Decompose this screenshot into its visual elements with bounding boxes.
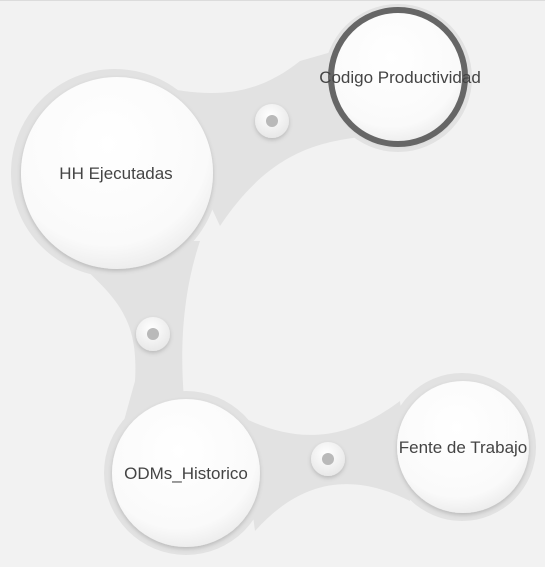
node-odms-historico[interactable]: ODMs_Historico <box>112 399 260 547</box>
link-dot-center-icon <box>147 328 159 340</box>
node-label: HH Ejecutadas <box>59 164 172 183</box>
node-hh-ejecutadas[interactable]: HH Ejecutadas <box>21 77 213 269</box>
link-dot-center-icon <box>322 453 334 465</box>
link-dot-center-icon <box>266 115 278 127</box>
node-codigo-productividad[interactable]: Codigo Productividad <box>319 7 481 147</box>
link-dot-hh-odm[interactable] <box>136 317 170 351</box>
node-label: Fente de Trabajo <box>399 438 528 457</box>
node-label: Codigo Productividad <box>319 68 481 87</box>
link-dot-hh-codigo[interactable] <box>255 104 289 138</box>
selected-ring <box>328 7 468 147</box>
node-label: ODMs_Historico <box>124 464 248 483</box>
link-dot-odm-fente[interactable] <box>311 442 345 476</box>
node-fente-de-trabajo[interactable]: Fente de Trabajo <box>397 381 529 513</box>
